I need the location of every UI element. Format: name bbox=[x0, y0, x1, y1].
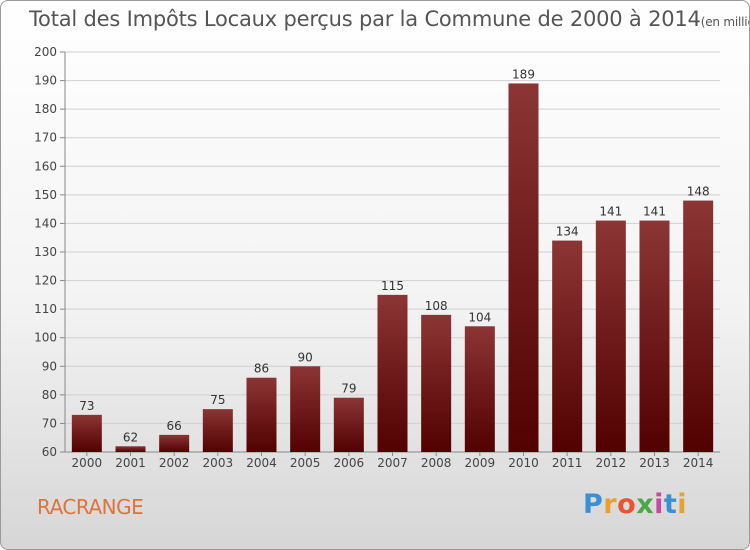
y-tick-label: 70 bbox=[42, 416, 57, 430]
y-tick-label: 170 bbox=[34, 131, 57, 145]
data-label: 75 bbox=[210, 393, 225, 407]
x-tick-label: 2005 bbox=[290, 456, 321, 470]
y-tick-label: 200 bbox=[34, 45, 57, 59]
bar bbox=[552, 240, 583, 452]
brand-letter: t bbox=[663, 489, 678, 520]
brand-letter: x bbox=[636, 489, 655, 520]
data-label: 79 bbox=[341, 382, 356, 396]
data-label: 115 bbox=[381, 279, 404, 293]
y-tick-label: 120 bbox=[34, 274, 57, 288]
data-label: 141 bbox=[599, 205, 622, 219]
bar bbox=[290, 366, 321, 452]
brand-letter: i bbox=[677, 489, 688, 520]
bar bbox=[639, 220, 670, 452]
proxiti-logo: Proxiti bbox=[583, 489, 687, 520]
bar bbox=[464, 326, 495, 452]
data-label: 148 bbox=[687, 185, 710, 199]
data-label: 189 bbox=[512, 67, 535, 81]
commune-name: RACRANGE bbox=[37, 495, 144, 519]
y-tick-label: 140 bbox=[34, 216, 57, 230]
x-tick-label: 2010 bbox=[508, 456, 539, 470]
bar bbox=[595, 220, 626, 452]
data-label: 66 bbox=[167, 419, 182, 433]
data-label: 108 bbox=[425, 299, 448, 313]
brand-letter: i bbox=[654, 489, 664, 520]
bar bbox=[159, 434, 190, 452]
x-tick-label: 2013 bbox=[639, 456, 670, 470]
x-tick-label: 2002 bbox=[159, 456, 190, 470]
y-tick-label: 180 bbox=[34, 102, 57, 116]
x-tick-label: 2012 bbox=[596, 456, 627, 470]
y-tick-label: 80 bbox=[42, 388, 57, 402]
bar bbox=[246, 377, 277, 452]
x-tick-label: 2011 bbox=[552, 456, 583, 470]
x-tick-label: 2000 bbox=[72, 456, 103, 470]
data-label: 90 bbox=[298, 350, 313, 364]
bar bbox=[71, 414, 102, 452]
x-tick-label: 2007 bbox=[377, 456, 408, 470]
data-label: 86 bbox=[254, 362, 269, 376]
brand-letter: P bbox=[583, 489, 604, 520]
y-tick-label: 90 bbox=[42, 359, 57, 373]
data-label: 73 bbox=[79, 399, 94, 413]
chart-title-text: Total des Impôts Locaux perçus par la Co… bbox=[29, 7, 701, 31]
brand-letter: r bbox=[603, 489, 618, 520]
bar bbox=[333, 397, 364, 452]
bar bbox=[683, 200, 714, 452]
y-tick-label: 190 bbox=[34, 74, 57, 88]
bar bbox=[508, 83, 539, 452]
data-label: 62 bbox=[123, 430, 138, 444]
x-tick-label: 2003 bbox=[203, 456, 234, 470]
brand-letter: o bbox=[617, 489, 637, 520]
bar bbox=[377, 294, 408, 452]
y-tick-label: 150 bbox=[34, 188, 57, 202]
y-tick-label: 110 bbox=[34, 302, 57, 316]
bar bbox=[115, 446, 146, 452]
y-tick-label: 160 bbox=[34, 159, 57, 173]
bar bbox=[421, 314, 452, 452]
data-label: 134 bbox=[556, 225, 579, 239]
x-tick-label: 2008 bbox=[421, 456, 452, 470]
x-tick-label: 2014 bbox=[683, 456, 714, 470]
chart-title: Total des Impôts Locaux perçus par la Co… bbox=[29, 7, 749, 31]
x-tick-label: 2006 bbox=[334, 456, 365, 470]
chart-unit: (en milliers d'€) bbox=[700, 15, 749, 29]
data-label: 141 bbox=[643, 205, 666, 219]
data-label: 104 bbox=[468, 310, 491, 324]
y-tick-label: 100 bbox=[34, 331, 57, 345]
x-tick-label: 2001 bbox=[115, 456, 146, 470]
y-tick-label: 60 bbox=[42, 445, 57, 459]
bar bbox=[202, 409, 233, 452]
x-tick-label: 2004 bbox=[246, 456, 277, 470]
x-tick-label: 2009 bbox=[465, 456, 496, 470]
y-tick-label: 130 bbox=[34, 245, 57, 259]
